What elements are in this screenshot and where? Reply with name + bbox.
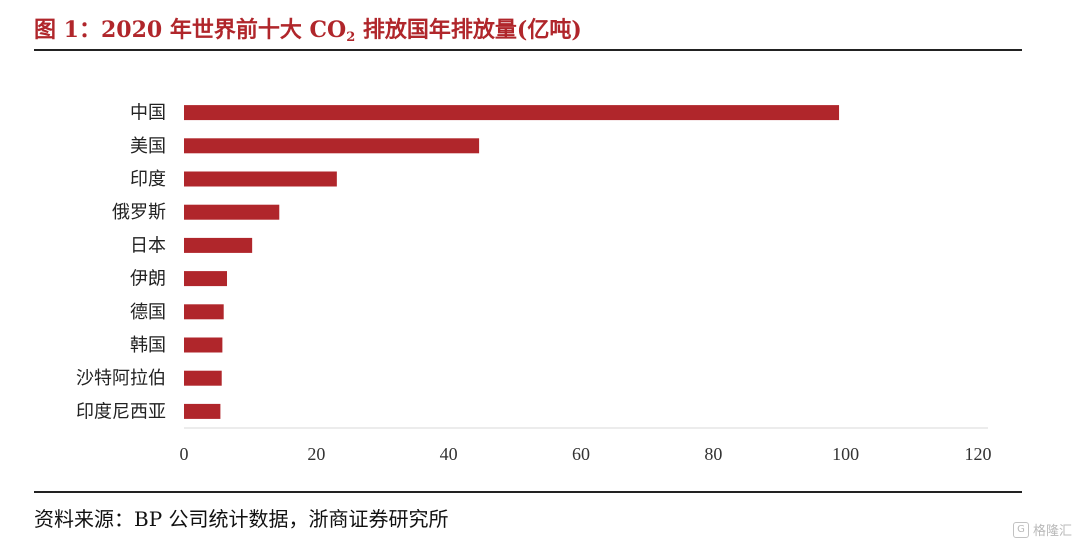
watermark: G 格隆汇 xyxy=(1012,520,1072,539)
watermark-logo-icon: G xyxy=(1012,521,1029,538)
x-tick-label: 100 xyxy=(832,444,859,464)
x-tick-label: 120 xyxy=(965,444,992,464)
y-tick-label: 印度 xyxy=(130,169,166,190)
source-note: 资料来源：BP 公司统计数据，浙商证券研究所 xyxy=(34,507,449,531)
y-tick-label: 沙特阿拉伯 xyxy=(76,368,166,389)
bar-10 xyxy=(184,403,221,419)
y-tick-label: 印度尼西亚 xyxy=(76,401,166,422)
x-tick-label: 20 xyxy=(307,444,325,464)
y-tick-label: 伊朗 xyxy=(130,269,166,290)
y-tick-label: 德国 xyxy=(130,302,166,323)
y-tick-label: 中国 xyxy=(130,103,166,124)
y-tick-label: 美国 xyxy=(130,136,166,157)
bar-9 xyxy=(184,370,222,386)
chart-title: 图 1：2020 年世界前十大 CO2 排放国年排放量(亿吨) xyxy=(34,17,582,45)
x-tick-label: 0 xyxy=(180,444,189,464)
bar-2 xyxy=(184,138,480,154)
y-tick-label: 俄罗斯 xyxy=(112,202,166,223)
bar-5 xyxy=(184,237,253,253)
y-tick-label: 韩国 xyxy=(130,335,166,356)
bar-7 xyxy=(184,304,224,320)
bar-8 xyxy=(184,337,223,353)
watermark-text: 格隆汇 xyxy=(1032,524,1072,539)
y-tick-label: 日本 xyxy=(130,235,166,256)
title-rule xyxy=(34,49,1022,51)
x-tick-label: 40 xyxy=(440,444,458,464)
source-rule xyxy=(34,491,1022,493)
bar-1 xyxy=(184,105,840,121)
x-tick-label: 60 xyxy=(572,444,590,464)
x-tick-label: 80 xyxy=(704,444,722,464)
bar-3 xyxy=(184,171,337,187)
bar-6 xyxy=(184,271,228,287)
bar-4 xyxy=(184,204,280,220)
